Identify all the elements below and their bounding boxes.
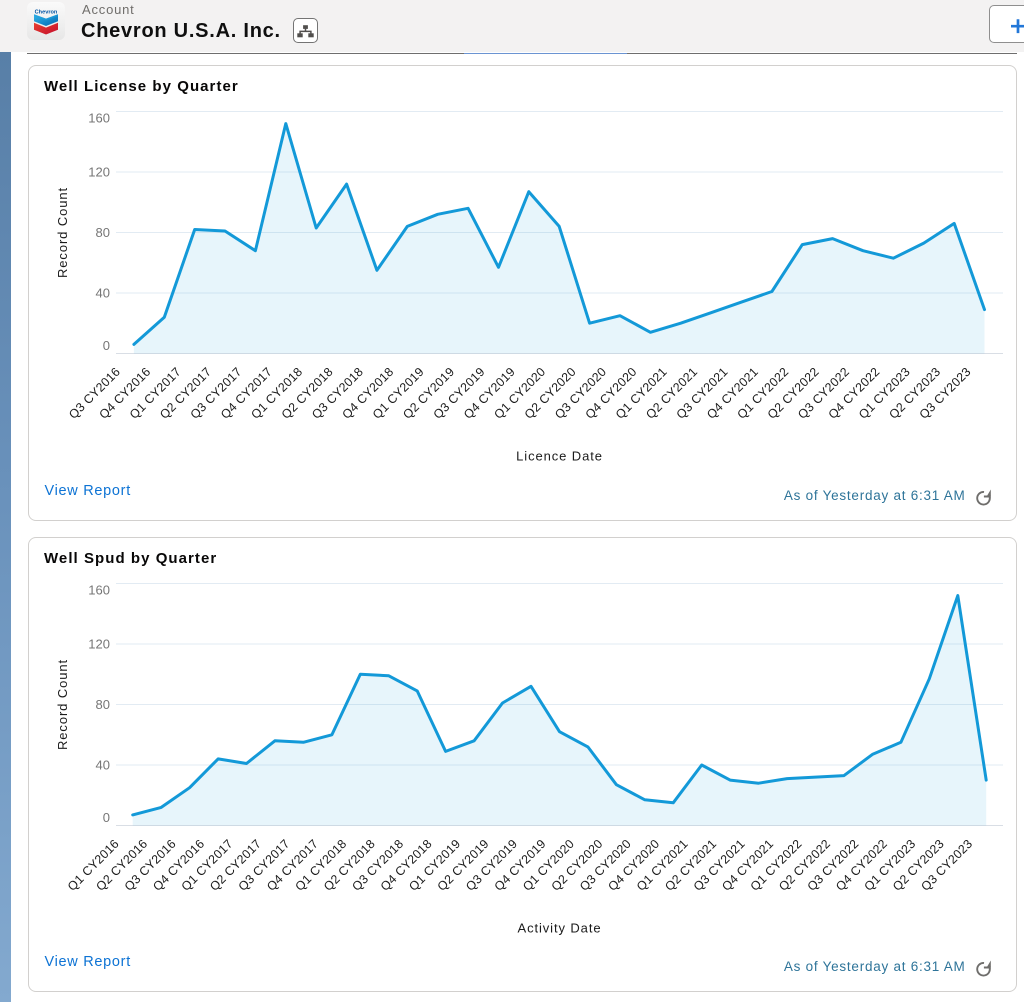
svg-text:Licence Date: Licence Date	[516, 449, 603, 464]
svg-text:40: 40	[96, 286, 110, 301]
svg-text:80: 80	[96, 225, 110, 240]
svg-text:160: 160	[88, 582, 110, 597]
svg-text:Record Count: Record Count	[55, 658, 70, 749]
svg-text:40: 40	[96, 757, 110, 772]
svg-text:Activity Date: Activity Date	[518, 920, 602, 935]
svg-text:160: 160	[88, 111, 110, 126]
svg-text:120: 120	[88, 636, 110, 651]
svg-text:0: 0	[103, 810, 110, 825]
svg-text:120: 120	[88, 165, 110, 180]
svg-text:80: 80	[96, 697, 110, 712]
svg-text:Chevron: Chevron	[35, 10, 58, 16]
svg-text:Record Count: Record Count	[55, 187, 70, 278]
svg-text:0: 0	[103, 338, 110, 353]
